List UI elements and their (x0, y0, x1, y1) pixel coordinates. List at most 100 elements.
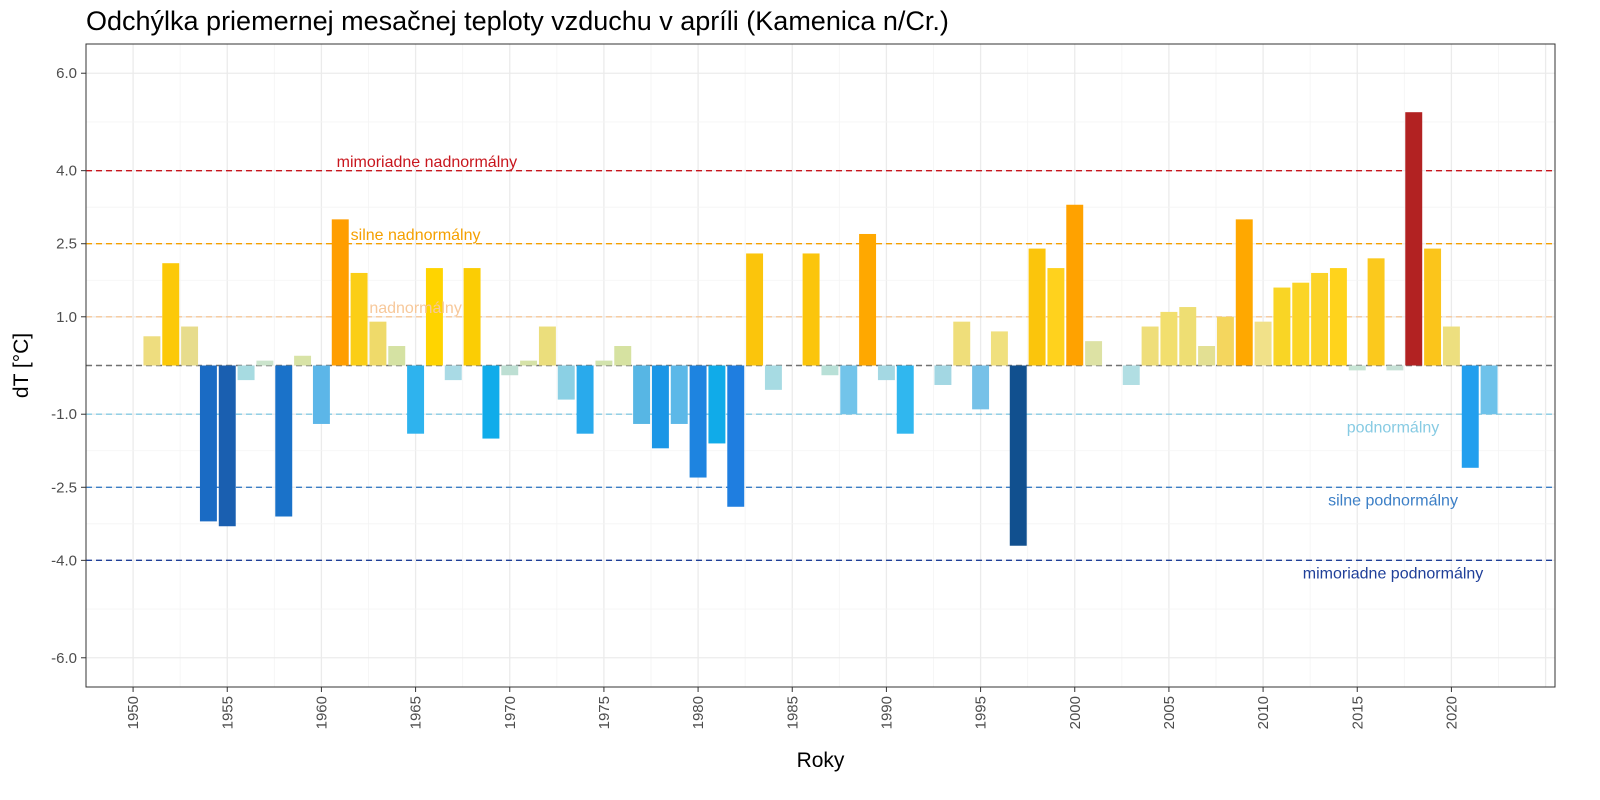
x-tick-label: 2000 (1067, 696, 1084, 729)
bar-2013 (1311, 272, 1329, 366)
bar-2000 (1066, 204, 1084, 366)
bar-1968 (463, 268, 481, 366)
bars (143, 112, 1498, 546)
bar-2010 (1254, 321, 1272, 366)
bar-1994 (953, 321, 971, 366)
x-tick-label: 1955 (219, 696, 236, 729)
x-tick-label: 1990 (878, 696, 895, 729)
bar-1955 (218, 365, 236, 527)
bar-1963 (369, 321, 387, 366)
bar-1967 (444, 365, 462, 381)
bar-2009 (1235, 219, 1253, 366)
x-tick-label: 2015 (1349, 696, 1366, 729)
bar-1972 (538, 326, 556, 366)
bar-1998 (1028, 248, 1046, 366)
bar-2021 (1461, 365, 1479, 468)
bar-1962 (350, 272, 368, 366)
axes: 6.0 4.0 2.5 1.0 -1.0 -2.5 -4.0 -6.0 1950 1955 1960… (51, 65, 1460, 729)
bar-1975 (595, 360, 613, 366)
bar-1961 (331, 219, 349, 366)
bar-1990 (877, 365, 895, 381)
bar-2011 (1273, 287, 1291, 366)
bar-2018 (1405, 112, 1423, 366)
reference-labels: mimoriadne nadnormálny silne nadnormálny n… (337, 154, 1484, 583)
bar-1976 (614, 346, 632, 366)
bar-1969 (482, 365, 500, 439)
bar-2003 (1122, 365, 1140, 385)
bar-1980 (689, 365, 707, 478)
x-tick-label: 1980 (690, 696, 707, 729)
bar-1987 (821, 365, 839, 376)
bar-1953 (181, 326, 199, 366)
bar-2001 (1085, 341, 1103, 366)
bar-2020 (1442, 326, 1460, 366)
bar-1991 (896, 365, 914, 434)
bar-2015 (1348, 365, 1366, 371)
reference-line-label: mimoriadne podnormálny (1303, 566, 1484, 583)
bar-1970 (501, 365, 519, 376)
bar-1979 (670, 365, 688, 424)
chart-title: Odchýlka priemernej mesačnej teploty vzd… (86, 6, 949, 36)
bar-1965 (407, 365, 425, 434)
bar-2007 (1198, 346, 1216, 366)
bar-1978 (651, 365, 669, 449)
y-tick-label: 1.0 (56, 309, 77, 326)
reference-lines (86, 169, 1555, 562)
bar-1960 (312, 365, 330, 424)
x-axis-title: Roky (797, 749, 845, 772)
bar-1958 (275, 365, 293, 517)
bar-2022 (1480, 365, 1498, 415)
bar-1999 (1047, 268, 1065, 366)
bar-1993 (934, 365, 952, 385)
y-tick-label: -6.0 (51, 650, 77, 667)
y-tick-label: -4.0 (51, 552, 77, 569)
x-tick-label: 1995 (973, 696, 990, 729)
x-tick-label: 1975 (596, 696, 613, 729)
x-tick-label: 2005 (1161, 696, 1178, 729)
bar-1982 (727, 365, 745, 507)
bar-1996 (990, 331, 1008, 366)
bar-2006 (1179, 307, 1197, 366)
bar-1952 (162, 263, 180, 366)
bar-1995 (972, 365, 990, 410)
x-tick-label: 1960 (313, 696, 330, 729)
x-tick-label: 1950 (125, 696, 142, 729)
bar-1983 (746, 253, 764, 366)
plot-panel-border (85, 43, 1556, 688)
bar-1951 (143, 336, 161, 366)
bar-1959 (294, 355, 312, 366)
y-tick-label: 2.5 (56, 236, 77, 253)
bar-1973 (557, 365, 575, 400)
bar-2016 (1367, 258, 1385, 366)
bar-1997 (1009, 365, 1027, 546)
y-tick-label: -1.0 (51, 406, 77, 423)
bar-2005 (1160, 311, 1178, 366)
y-tick-label: 4.0 (56, 163, 77, 180)
bar-1957 (256, 360, 274, 366)
y-tick-label: 6.0 (56, 65, 77, 82)
y-axis-title: dT [°C] (10, 333, 33, 398)
reference-line-label: silne nadnormálny (351, 227, 481, 244)
bar-1988 (840, 365, 858, 415)
bar-2014 (1329, 268, 1347, 366)
reference-line-label: nadnormálny (369, 300, 462, 317)
bar-1981 (708, 365, 726, 444)
bar-1977 (633, 365, 651, 424)
bar-1964 (388, 346, 406, 366)
reference-line-label: podnormálny (1347, 419, 1440, 436)
bar-2019 (1424, 248, 1442, 366)
bar-2004 (1141, 326, 1159, 366)
x-tick-label: 1970 (502, 696, 519, 729)
y-tick-label: -2.5 (51, 479, 77, 496)
bar-1986 (802, 253, 820, 366)
bar-1984 (764, 365, 782, 390)
x-tick-label: 1985 (784, 696, 801, 729)
bar-1974 (576, 365, 594, 434)
bar-2012 (1292, 282, 1310, 366)
bar-1956 (237, 365, 255, 381)
bar-1966 (425, 268, 443, 366)
reference-line-label: mimoriadne nadnormálny (337, 154, 518, 171)
bar-1971 (520, 360, 538, 366)
x-tick-label: 1965 (408, 696, 425, 729)
